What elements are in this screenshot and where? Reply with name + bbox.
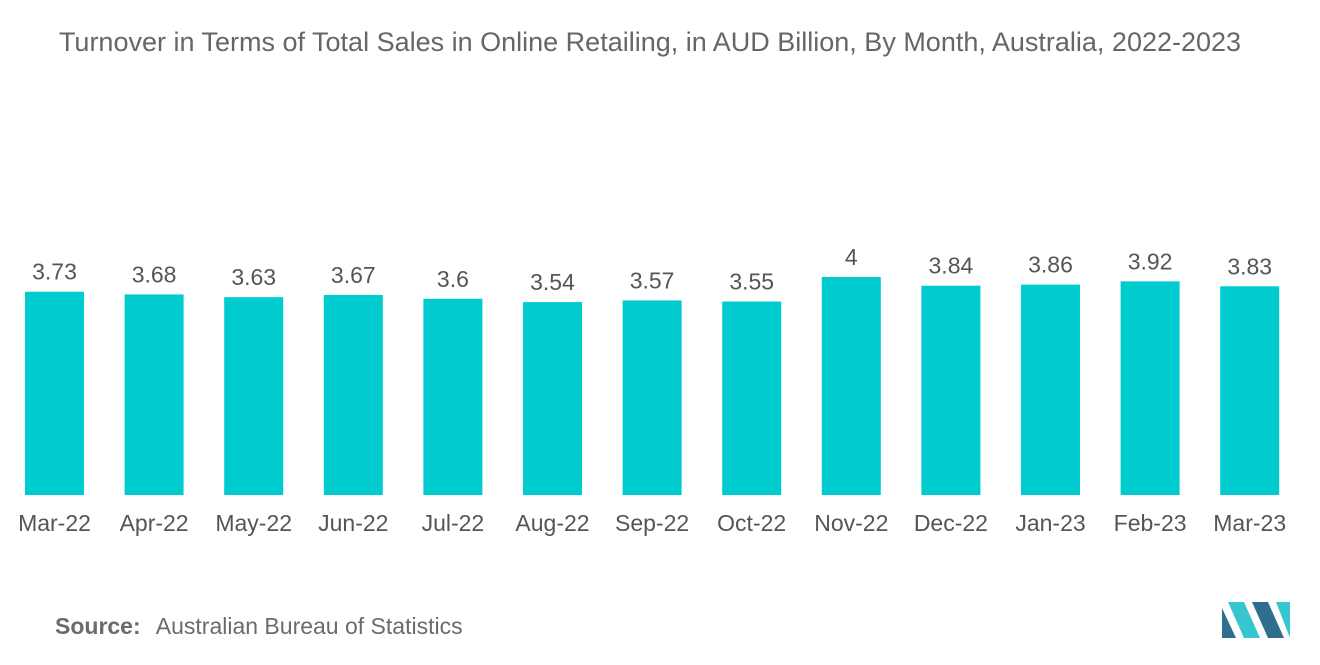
bar-oct-22 bbox=[722, 301, 782, 495]
category-label: Feb-23 bbox=[1114, 510, 1187, 536]
value-label: 3.57 bbox=[630, 267, 675, 293]
bar-chart: 3.73 3.68 3.63 3.67 3.6 3.54 3.57 3.55 4 3.84 3.86… bbox=[18, 244, 1286, 536]
category-label: Jun-22 bbox=[318, 510, 388, 536]
value-label: 3.92 bbox=[1128, 248, 1173, 274]
category-label: Dec-22 bbox=[914, 510, 988, 536]
logo-left-shape bbox=[1222, 608, 1236, 638]
logo-middle-shape bbox=[1228, 602, 1260, 638]
value-label: 3.68 bbox=[132, 261, 177, 287]
bar-sep-22 bbox=[622, 300, 682, 495]
bar-aug-22 bbox=[523, 302, 582, 495]
value-label: 3.84 bbox=[929, 253, 974, 279]
bar-feb-23 bbox=[1120, 281, 1180, 495]
category-label: Aug-22 bbox=[515, 510, 589, 536]
bar-may-22 bbox=[224, 297, 284, 495]
source-label: Source: bbox=[55, 613, 141, 639]
category-label: Oct-22 bbox=[717, 510, 786, 536]
value-label: 3.54 bbox=[530, 269, 575, 295]
chart-title: Turnover in Terms of Total Sales in Onli… bbox=[58, 27, 1242, 57]
value-label: 3.73 bbox=[32, 259, 77, 285]
value-label: 4 bbox=[845, 244, 858, 270]
source-text: Australian Bureau of Statistics bbox=[155, 613, 463, 639]
bar-mar-22 bbox=[25, 291, 84, 495]
bar-mar-23 bbox=[1220, 286, 1280, 495]
bar-dec-22 bbox=[921, 285, 981, 495]
value-label: 3.63 bbox=[231, 264, 276, 290]
bar-jan-23 bbox=[1021, 284, 1080, 495]
category-label: Apr-22 bbox=[120, 510, 189, 536]
bar-jun-22 bbox=[323, 294, 383, 495]
category-label: Mar-22 bbox=[18, 510, 91, 536]
category-label: Jan-23 bbox=[1015, 510, 1085, 536]
value-label: 3.67 bbox=[331, 262, 376, 288]
category-labels-group: Mar-22 Apr-22 May-22 Jun-22 Jul-22 Aug-22 Sep-… bbox=[18, 510, 1286, 536]
logo-end-shape bbox=[1276, 602, 1290, 638]
category-label: Jul-22 bbox=[422, 510, 485, 536]
source-note: Source: Australian Bureau of Statistics bbox=[55, 613, 463, 640]
value-label: 3.86 bbox=[1028, 252, 1073, 278]
category-label: Mar-23 bbox=[1213, 510, 1286, 536]
category-label: Nov-22 bbox=[814, 510, 888, 536]
category-label: May-22 bbox=[215, 510, 292, 536]
value-label: 3.55 bbox=[729, 269, 774, 295]
bar-nov-22 bbox=[821, 277, 881, 495]
value-label: 3.83 bbox=[1227, 253, 1272, 279]
bars-group bbox=[25, 277, 1280, 495]
bar-apr-22 bbox=[124, 294, 184, 495]
category-label: Sep-22 bbox=[615, 510, 689, 536]
value-label: 3.6 bbox=[437, 266, 469, 292]
bar-jul-22 bbox=[423, 298, 483, 495]
logo-right-shape bbox=[1252, 602, 1284, 638]
value-labels-group: 3.73 3.68 3.63 3.67 3.6 3.54 3.57 3.55 4 3.84 3.86… bbox=[32, 244, 1272, 295]
mordor-intelligence-logo-icon bbox=[1222, 602, 1290, 638]
